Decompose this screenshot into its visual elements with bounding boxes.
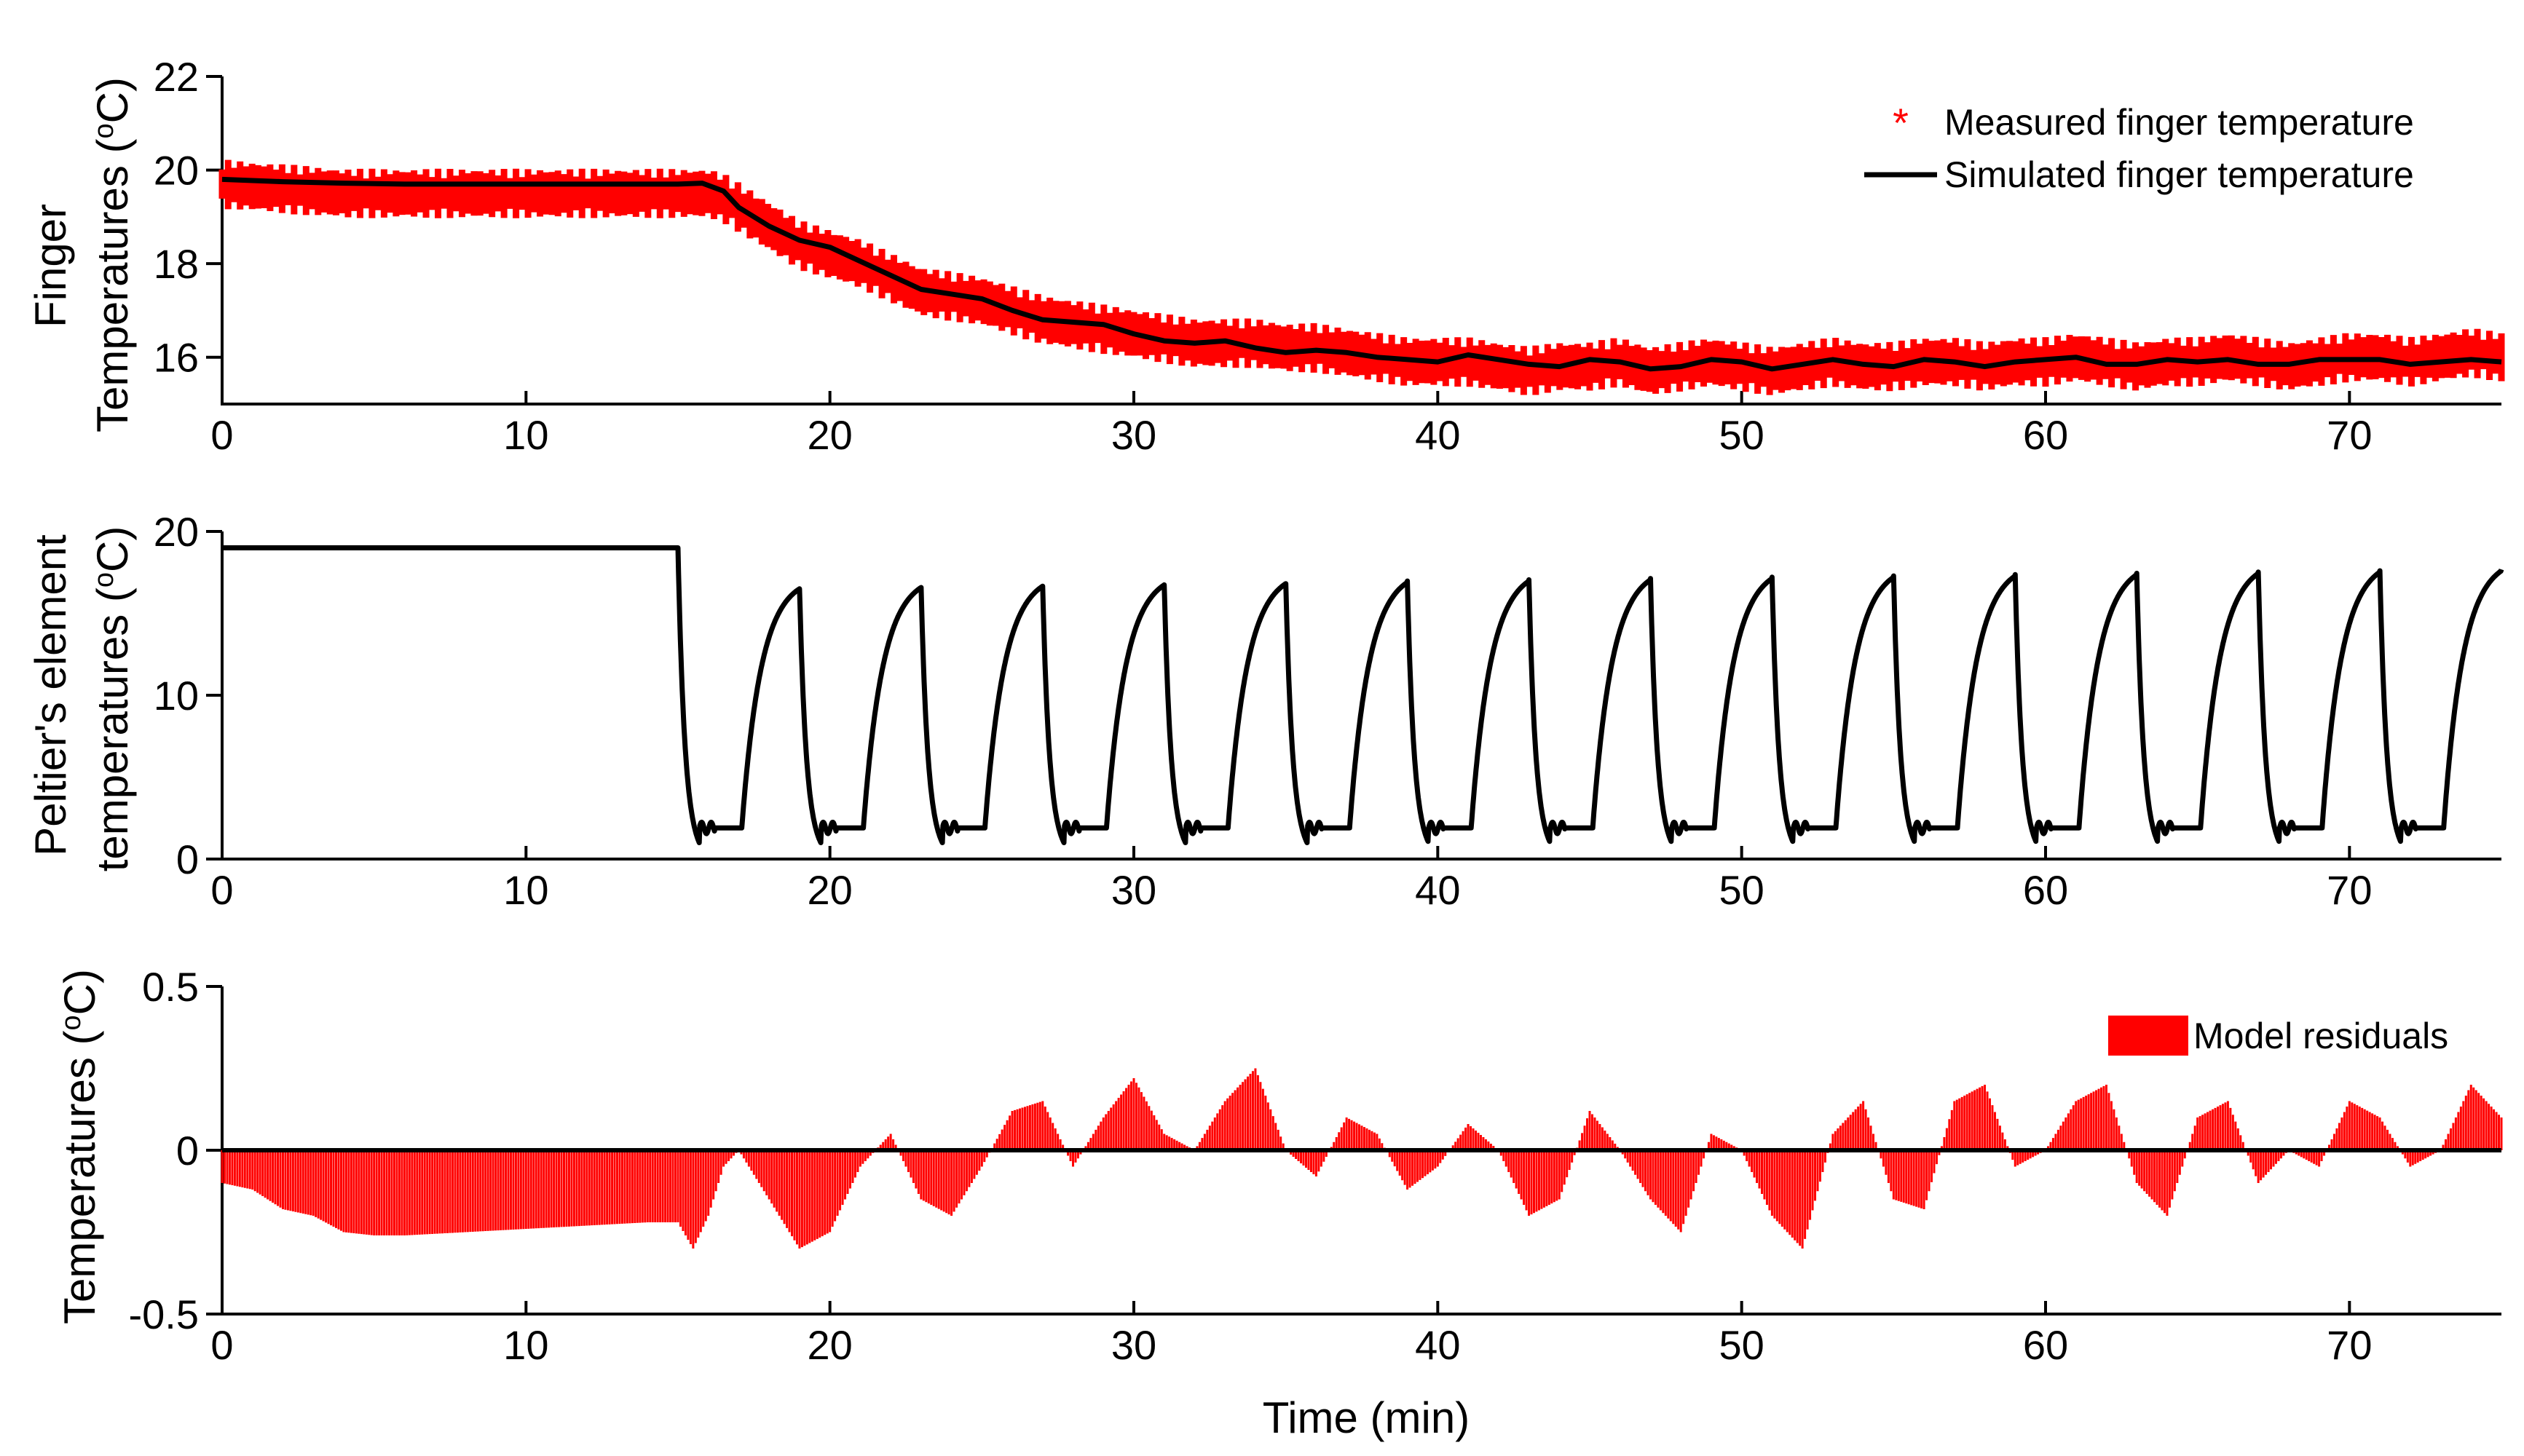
legend-residuals-swatch: [2108, 1016, 2188, 1056]
panel1-xtick-label: 0: [210, 412, 233, 458]
x-axis-label: Time (min): [1263, 1393, 1470, 1442]
legend-simulated-label: Simulated finger temperature: [1944, 154, 2414, 195]
panel3-ticks: 0 10 20 30 40 50 60 70-0.500.5: [129, 964, 2501, 1368]
panel1-ytick-label: 16: [154, 335, 199, 381]
panel2-ytick-label: 10: [154, 673, 199, 719]
panel2-xtick-label: 10: [503, 867, 548, 913]
legend-measured-marker: *: [1893, 100, 1909, 146]
panel2-xtick-label: 70: [2327, 867, 2372, 913]
panel3-xtick-label: 60: [2023, 1322, 2068, 1368]
panel3-ytick-label: 0.5: [142, 964, 199, 1010]
panel2-xtick-label: 40: [1415, 867, 1460, 913]
panel1-ylabel-line1: Finger: [26, 204, 75, 328]
finger-temperature-panel: Finger Temperatures (oC) 0 10 20 30 40 50 60 70…: [26, 54, 2505, 458]
simulated-line: [221, 176, 2502, 372]
panel2-ytick-label: 0: [176, 836, 199, 882]
panel2-xtick-label: 20: [808, 867, 853, 913]
panel2-ylabel-line1: Peltier's element: [26, 534, 75, 856]
panel3-xtick-label: 20: [808, 1322, 853, 1368]
panel3-xtick-label: 10: [503, 1322, 548, 1368]
legend-measured-label: Measured finger temperature: [1944, 102, 2414, 143]
peltier-temperature-panel: Peltier's element temperatures (oC) 0 10 2…: [26, 509, 2504, 913]
panel3-legend: Model residuals: [2108, 1016, 2448, 1056]
panel3-xtick-label: 40: [1415, 1322, 1460, 1368]
panel2-marks: [220, 545, 2504, 845]
panel3-xtick-label: 50: [1719, 1322, 1764, 1368]
panel1-marks: [218, 159, 2505, 395]
panel2-xtick-label: 50: [1719, 867, 1764, 913]
panel3-ytick-label: 0: [176, 1128, 199, 1174]
panel1-xtick-label: 60: [2023, 412, 2068, 458]
panel2-ticks: 0 10 20 30 40 50 60 70 0 10 20: [154, 509, 2501, 913]
panel1-ticks: 0 10 20 30 40 50 60 70 16 18 20 22: [154, 54, 2501, 458]
panel1-ytick-label: 18: [154, 241, 199, 287]
panel1-xtick-label: 30: [1111, 412, 1156, 458]
panel3-ylabel: Temperatures (oC): [55, 969, 104, 1324]
panel2-xtick-label: 0: [210, 867, 233, 913]
panel1-xtick-label: 40: [1415, 412, 1460, 458]
panel3-xtick-label: 0: [210, 1322, 233, 1368]
panel1-xtick-label: 70: [2327, 412, 2372, 458]
panel3-xtick-label: 30: [1111, 1322, 1156, 1368]
panel3-ytick-label: -0.5: [129, 1291, 200, 1337]
panel1-ytick-label: 22: [154, 54, 199, 100]
legend-residuals-label: Model residuals: [2193, 1016, 2448, 1056]
peltier-temperature-line: [220, 545, 2504, 845]
panel3-marks: [221, 1068, 2503, 1249]
panel1-ylabel-line2: Temperatures (oC): [88, 77, 137, 432]
panel1-xtick-label: 50: [1719, 412, 1764, 458]
panel3-xtick-label: 70: [2327, 1322, 2372, 1368]
panel1-ytick-label: 20: [154, 148, 199, 194]
panel1-xtick-label: 20: [808, 412, 853, 458]
panel1-xtick-label: 10: [503, 412, 548, 458]
panel1-legend: * Measured finger temperature Simulated …: [1864, 100, 2414, 195]
panel2-xtick-label: 60: [2023, 867, 2068, 913]
panel2-xtick-label: 30: [1111, 867, 1156, 913]
panel2-ylabel-line2: temperatures (oC): [88, 526, 137, 872]
model-residuals-panel: Temperatures (oC) 0 10 20 30 40 50 60 70-0.500.…: [55, 964, 2503, 1442]
panel2-ytick-label: 20: [154, 509, 199, 555]
